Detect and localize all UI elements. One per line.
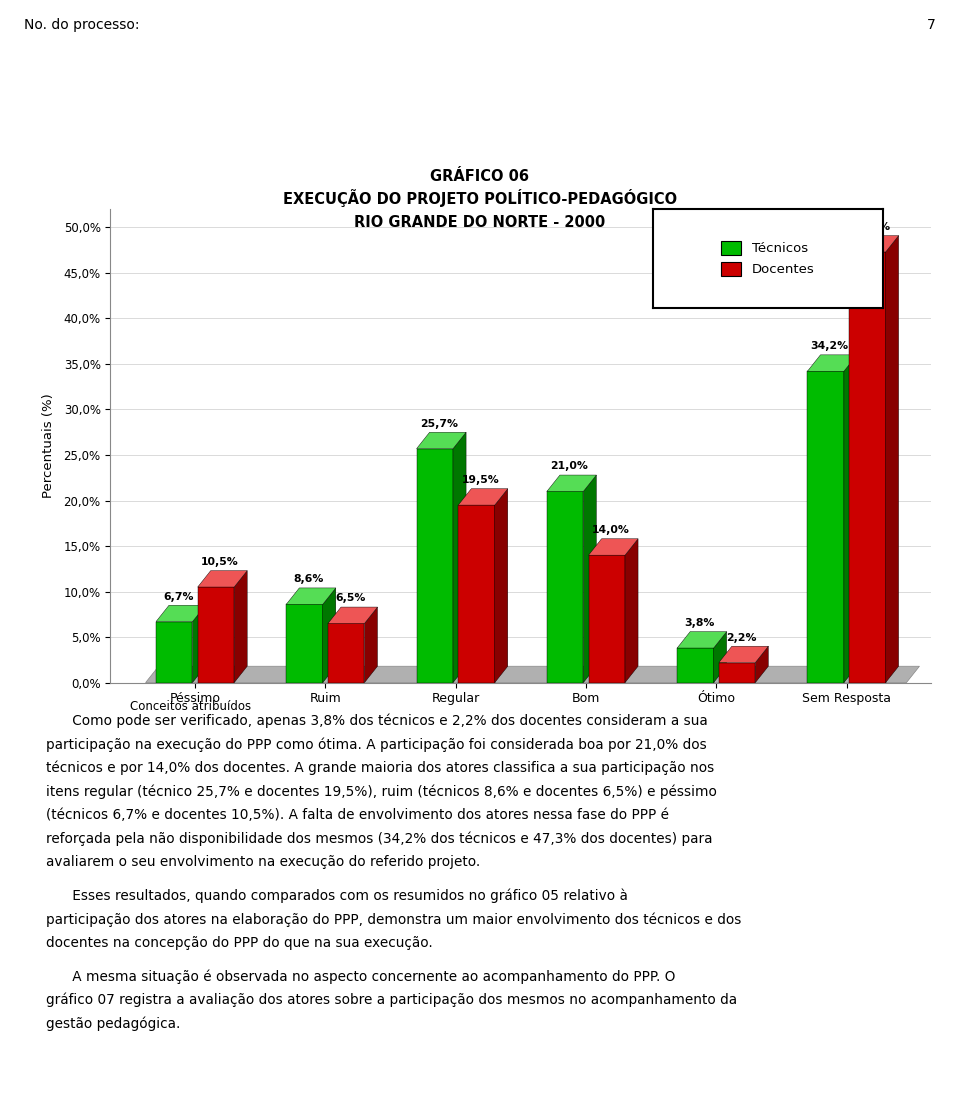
Text: Esses resultados, quando comparados com os resumidos no gráfico 05 relativo à: Esses resultados, quando comparados com … [46,889,628,903]
Polygon shape [286,588,336,604]
Polygon shape [458,489,508,505]
Text: 10,5%: 10,5% [201,557,239,567]
Text: 7: 7 [927,18,936,32]
Text: docentes na concepção do PPP do que na sua execução.: docentes na concepção do PPP do que na s… [46,936,433,950]
Text: 14,0%: 14,0% [591,525,630,535]
Y-axis label: Percentuais (%): Percentuais (%) [42,393,56,499]
Text: No. do processo:: No. do processo: [24,18,139,32]
Polygon shape [365,607,377,683]
Polygon shape [323,588,336,683]
Polygon shape [458,505,494,683]
Text: (técnicos 6,7% e docentes 10,5%). A falta de envolvimento dos atores nessa fase : (técnicos 6,7% e docentes 10,5%). A falt… [46,808,669,822]
Polygon shape [588,538,638,555]
Polygon shape [417,448,453,683]
Text: técnicos e por 14,0% dos docentes. A grande maioria dos atores classifica a sua : técnicos e por 14,0% dos docentes. A gra… [46,761,714,775]
Text: A mesma situação é observada no aspecto concernente ao acompanhamento do PPP. O: A mesma situação é observada no aspecto … [46,969,676,983]
Polygon shape [328,623,365,683]
Polygon shape [677,648,713,683]
Polygon shape [192,606,205,683]
Text: participação dos atores na elaboração do PPP, demonstra um maior envolvimento do: participação dos atores na elaboração do… [46,913,741,927]
Polygon shape [453,433,467,683]
Polygon shape [719,646,768,663]
Text: 25,7%: 25,7% [420,418,458,428]
Polygon shape [713,632,727,683]
Text: gestão pedagógica.: gestão pedagógica. [46,1016,180,1031]
Polygon shape [719,663,756,683]
Text: 2,2%: 2,2% [726,633,756,643]
Text: RIO GRANDE DO NORTE - 2000: RIO GRANDE DO NORTE - 2000 [354,215,606,230]
Polygon shape [807,371,844,683]
Polygon shape [198,587,234,683]
Text: 47,3%: 47,3% [852,222,890,232]
Text: 6,7%: 6,7% [163,591,193,601]
Polygon shape [146,666,920,683]
Polygon shape [625,538,638,683]
Text: GRÁFICO 06: GRÁFICO 06 [430,168,530,184]
Text: Conceitos atribuídos: Conceitos atribuídos [130,700,251,713]
Polygon shape [198,570,248,587]
Text: 21,0%: 21,0% [550,461,588,471]
Polygon shape [286,604,323,683]
Polygon shape [328,607,377,623]
Text: 3,8%: 3,8% [684,618,714,628]
Polygon shape [885,236,899,683]
Polygon shape [588,555,625,683]
Polygon shape [807,355,857,371]
Text: 6,5%: 6,5% [335,593,366,603]
Text: avaliarem o seu envolvimento na execução do referido projeto.: avaliarem o seu envolvimento na execução… [46,855,480,870]
Polygon shape [234,570,248,683]
Legend: Técnicos, Docentes: Técnicos, Docentes [717,237,819,281]
Text: 19,5%: 19,5% [462,475,499,486]
Text: 34,2%: 34,2% [810,341,849,351]
Polygon shape [756,646,768,683]
Polygon shape [844,355,857,683]
Polygon shape [547,491,584,683]
Text: EXECUÇÃO DO PROJETO POLÍTICO-PEDAGÓGICO: EXECUÇÃO DO PROJETO POLÍTICO-PEDAGÓGICO [283,189,677,207]
Polygon shape [849,236,899,252]
Polygon shape [156,606,205,622]
Text: itens regular (técnico 25,7% e docentes 19,5%), ruim (técnicos 8,6% e docentes 6: itens regular (técnico 25,7% e docentes … [46,784,717,799]
Polygon shape [417,433,467,448]
Text: 8,6%: 8,6% [293,575,324,585]
Polygon shape [677,632,727,648]
Text: reforçada pela não disponibilidade dos mesmos (34,2% dos técnicos e 47,3% dos do: reforçada pela não disponibilidade dos m… [46,832,712,847]
Polygon shape [584,475,596,683]
Text: participação na execução do PPP como ótima. A participação foi considerada boa p: participação na execução do PPP como óti… [46,738,707,752]
Polygon shape [494,489,508,683]
Polygon shape [156,622,192,683]
Polygon shape [849,252,885,683]
Polygon shape [547,475,596,491]
Text: Como pode ser verificado, apenas 3,8% dos técnicos e 2,2% dos docentes considera: Como pode ser verificado, apenas 3,8% do… [46,713,708,728]
Text: gráfico 07 registra a avaliação dos atores sobre a participação dos mesmos no ac: gráfico 07 registra a avaliação dos ator… [46,993,737,1007]
